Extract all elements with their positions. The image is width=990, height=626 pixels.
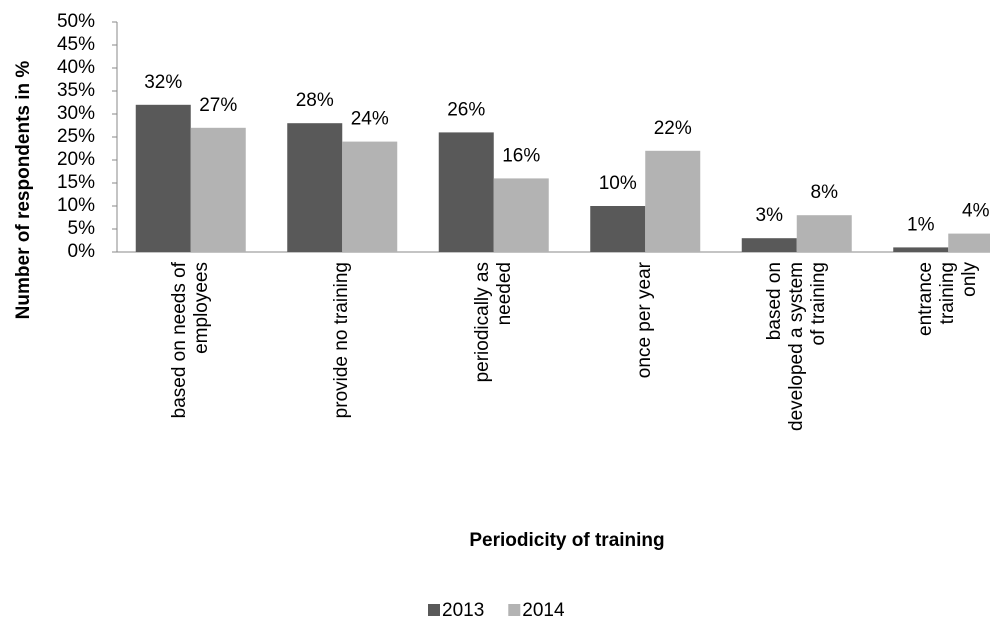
data-label: 3%: [756, 205, 784, 226]
bar: [493, 178, 549, 252]
y-tick-label: 35%: [57, 80, 95, 101]
y-tick-label: 10%: [57, 195, 95, 216]
x-tick-label: entrance training only: [915, 262, 981, 336]
x-tick-label: provide no training: [331, 262, 353, 419]
x-axis-title: Periodicity of training: [469, 530, 664, 551]
bar: [135, 104, 191, 252]
y-tick-label: 20%: [57, 149, 95, 170]
data-label: 10%: [599, 173, 637, 194]
y-tick-label: 25%: [57, 126, 95, 147]
bar: [590, 206, 646, 252]
y-tick-label: 50%: [57, 11, 95, 32]
y-tick-label: 15%: [57, 172, 95, 193]
y-tick-label: 0%: [68, 241, 96, 262]
y-tick-label: 30%: [57, 103, 95, 124]
bar: [438, 132, 494, 252]
data-label: 16%: [502, 145, 540, 166]
bar: [342, 141, 398, 252]
bar: [645, 150, 701, 252]
bar: [796, 215, 852, 252]
x-tick-label: based on developed a system of training: [763, 262, 829, 431]
data-label: 4%: [962, 201, 990, 222]
legend-swatch: [508, 604, 521, 616]
legend-label: 2014: [522, 600, 565, 621]
bar: [893, 247, 949, 252]
data-label: 8%: [811, 182, 839, 203]
data-label: 28%: [296, 90, 334, 111]
data-label: 22%: [654, 118, 692, 139]
data-label: 1%: [907, 214, 935, 235]
bar: [948, 233, 990, 252]
bar: [741, 238, 797, 252]
x-tick-label: once per year: [634, 262, 656, 379]
x-tick-label: periodically as needed: [471, 262, 515, 383]
data-label: 32%: [144, 72, 182, 93]
data-label: 27%: [199, 95, 237, 116]
bar: [287, 123, 343, 252]
y-tick-label: 5%: [68, 218, 96, 239]
y-tick-label: 45%: [57, 34, 95, 55]
legend-swatch: [428, 604, 440, 616]
data-label: 24%: [351, 109, 389, 130]
legend-label: 2013: [442, 600, 484, 621]
bar: [190, 127, 246, 252]
y-tick-label: 40%: [57, 57, 95, 78]
x-tick-label: based on needs of employees: [168, 262, 212, 419]
data-label: 26%: [447, 99, 485, 120]
y-axis-title: Number of respondents in %: [13, 61, 34, 320]
